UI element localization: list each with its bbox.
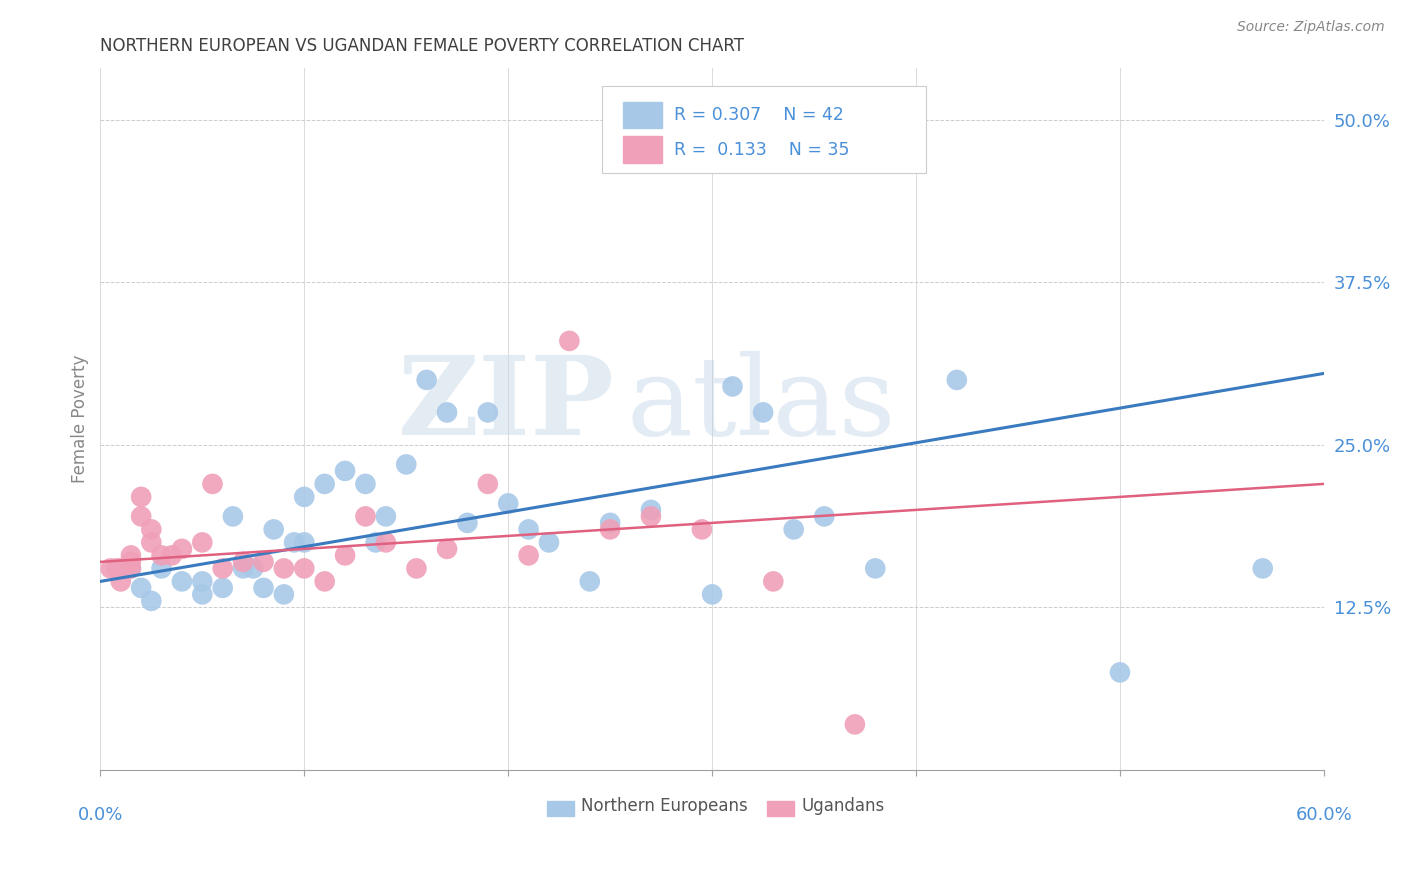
Point — [477, 405, 499, 419]
Text: Northern Europeans: Northern Europeans — [581, 797, 748, 815]
Text: 60.0%: 60.0% — [1295, 806, 1353, 824]
Point — [374, 509, 396, 524]
Point — [110, 561, 132, 575]
Point — [120, 561, 142, 575]
Point — [170, 541, 193, 556]
Point — [150, 561, 173, 575]
Text: ZIP: ZIP — [398, 351, 614, 458]
Text: Source: ZipAtlas.com: Source: ZipAtlas.com — [1237, 20, 1385, 34]
Point — [170, 574, 193, 589]
Point — [110, 574, 132, 589]
Point — [762, 574, 785, 589]
Point — [120, 561, 142, 575]
Text: NORTHERN EUROPEAN VS UGANDAN FEMALE POVERTY CORRELATION CHART: NORTHERN EUROPEAN VS UGANDAN FEMALE POVE… — [100, 37, 744, 55]
Point — [558, 334, 581, 348]
Point — [201, 476, 224, 491]
Text: R =  0.133    N = 35: R = 0.133 N = 35 — [675, 141, 849, 159]
Point — [160, 549, 183, 563]
Point — [1251, 561, 1274, 575]
Point — [844, 717, 866, 731]
Point — [354, 509, 377, 524]
Point — [292, 561, 315, 575]
Point — [292, 535, 315, 549]
Point — [263, 522, 285, 536]
Point — [333, 464, 356, 478]
Point — [364, 535, 387, 549]
Point — [222, 509, 245, 524]
Point — [700, 587, 723, 601]
Point — [783, 522, 806, 536]
Point — [150, 549, 173, 563]
FancyBboxPatch shape — [602, 86, 927, 173]
Text: 0.0%: 0.0% — [77, 806, 124, 824]
Point — [456, 516, 478, 530]
Point — [865, 561, 887, 575]
Point — [314, 476, 336, 491]
Point — [273, 561, 295, 575]
Point — [129, 509, 152, 524]
Point — [517, 549, 540, 563]
Point — [578, 574, 600, 589]
Point — [191, 574, 214, 589]
Point — [120, 549, 142, 563]
Point — [517, 522, 540, 536]
Point — [141, 594, 163, 608]
Point — [477, 476, 499, 491]
Point — [141, 522, 163, 536]
Point — [314, 574, 336, 589]
Point — [333, 549, 356, 563]
Point — [141, 535, 163, 549]
Point — [191, 535, 214, 549]
Point — [752, 405, 775, 419]
Point — [813, 509, 835, 524]
Point — [599, 516, 621, 530]
Point — [211, 581, 233, 595]
FancyBboxPatch shape — [623, 102, 662, 128]
Point — [232, 555, 254, 569]
Point — [640, 509, 662, 524]
Point — [232, 561, 254, 575]
Point — [191, 587, 214, 601]
Text: R = 0.307    N = 42: R = 0.307 N = 42 — [675, 106, 844, 124]
Point — [242, 561, 264, 575]
Point — [415, 373, 437, 387]
Point — [395, 458, 418, 472]
Point — [354, 476, 377, 491]
Point — [721, 379, 744, 393]
Point — [436, 405, 458, 419]
Point — [946, 373, 969, 387]
Point — [252, 555, 274, 569]
Point — [129, 581, 152, 595]
Point — [599, 522, 621, 536]
Point — [405, 561, 427, 575]
Point — [283, 535, 305, 549]
Point — [273, 587, 295, 601]
FancyBboxPatch shape — [768, 801, 794, 816]
Point — [129, 490, 152, 504]
Point — [374, 535, 396, 549]
Point — [100, 561, 122, 575]
FancyBboxPatch shape — [623, 136, 662, 163]
Point — [211, 561, 233, 575]
Text: atlas: atlas — [627, 351, 896, 458]
Point — [537, 535, 560, 549]
Point — [690, 522, 713, 536]
Point — [105, 561, 128, 575]
Point — [436, 541, 458, 556]
Y-axis label: Female Poverty: Female Poverty — [72, 355, 89, 483]
Text: Ugandans: Ugandans — [801, 797, 884, 815]
Point — [640, 503, 662, 517]
Point — [120, 555, 142, 569]
Point — [252, 581, 274, 595]
Point — [1109, 665, 1132, 680]
FancyBboxPatch shape — [547, 801, 574, 816]
Point — [496, 496, 519, 510]
Point — [292, 490, 315, 504]
